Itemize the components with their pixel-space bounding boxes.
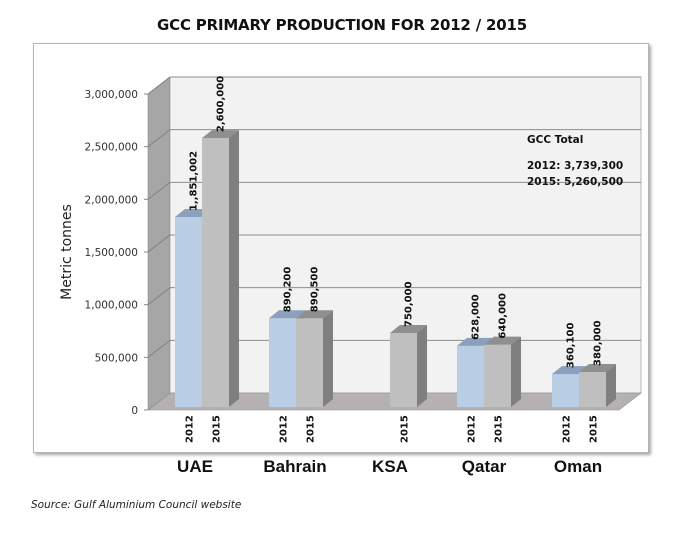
bar-side-bahrain-2015 — [323, 310, 333, 407]
bar-side-ksa-2015 — [417, 325, 427, 407]
gridline-side — [147, 340, 171, 358]
bar-top-qatar-2012 — [457, 337, 494, 346]
y-tick-label: 1,500,000 — [85, 247, 138, 259]
y-tick-label: 3,000,000 — [85, 89, 138, 101]
value-label-uae-2012: 1,,851,002 — [189, 151, 200, 211]
bar-oman-2012 — [552, 374, 579, 407]
chart-title: GCC PRIMARY PRODUCTION FOR 2012 / 2015 — [157, 16, 527, 34]
value-label-uae-2015: 2,600,000 — [216, 76, 227, 132]
bar-uae-2015 — [202, 138, 229, 407]
bar-top-oman-2015 — [579, 363, 616, 372]
category-label-oman: Oman — [554, 457, 602, 476]
data-labels: 1,,851,002 2,600,000 890,200 890,500 750,000… — [189, 76, 604, 368]
value-label-bahrain-2012: 890,200 — [283, 267, 294, 313]
bar-bahrain-2012 — [269, 318, 296, 407]
bars — [175, 130, 616, 407]
bar-side-qatar-2015 — [511, 336, 521, 407]
y-tick-label: 2,000,000 — [85, 194, 138, 206]
bar-bahrain-2015 — [296, 318, 323, 407]
bar-top-qatar-2015 — [484, 336, 521, 345]
y-tick-label: 500,000 — [95, 352, 138, 364]
value-label-oman-2012: 360,100 — [566, 322, 577, 368]
annotation-2015: 2015: 5,260,500 — [527, 176, 623, 188]
year-label-bahrain-2015: 2015 — [306, 415, 317, 443]
y-axis-ticks: 0 500,000 1,000,000 1,500,000 2,000,000 2,500… — [85, 89, 148, 417]
y-tick-label: 1,000,000 — [85, 300, 138, 312]
y-tick-label: 2,500,000 — [85, 142, 138, 154]
category-label-uae: UAE — [177, 457, 213, 476]
year-label-bahrain-2012: 2012 — [279, 415, 290, 443]
bar-top-ksa-2015 — [390, 325, 427, 333]
gcc-total-annotation: GCC Total 2012: 3,739,300 2015: 5,260,50… — [527, 134, 623, 188]
bar-top-bahrain-2015 — [296, 310, 333, 319]
annotation-2012: 2012: 3,739,300 — [527, 160, 623, 172]
year-label-uae-2012: 2012 — [185, 415, 196, 443]
year-label-ksa-2015: 2015 — [400, 415, 411, 443]
bar-oman-2015 — [579, 371, 606, 407]
year-label-oman-2012: 2012 — [562, 415, 573, 443]
x-axis-labels: 2012 2015 UAE 2012 2015 Bahrain 2015 KSA 2012 201… — [177, 415, 602, 476]
gridline-side — [147, 287, 171, 305]
category-label-bahrain: Bahrain — [263, 457, 326, 476]
value-label-qatar-2015: 640,000 — [498, 293, 509, 339]
gridline-side — [147, 129, 171, 147]
bar-side-uae-2015 — [229, 130, 239, 407]
gridlines — [147, 76, 641, 358]
gridline-side — [147, 76, 171, 95]
year-label-qatar-2015: 2015 — [494, 415, 505, 443]
bar-uae-2012 — [175, 217, 202, 407]
bar-qatar-2012 — [457, 345, 484, 407]
value-label-ksa-2015: 750,000 — [404, 281, 415, 327]
year-label-qatar-2012: 2012 — [467, 415, 478, 443]
value-label-oman-2015: 380,000 — [593, 320, 604, 366]
bar-top-uae-2015 — [202, 130, 239, 139]
gridline-side — [147, 234, 171, 253]
category-label-qatar: Qatar — [462, 457, 507, 476]
category-label-ksa: KSA — [372, 457, 408, 476]
year-label-oman-2015: 2015 — [589, 415, 600, 443]
value-label-qatar-2012: 628,000 — [471, 294, 482, 340]
value-label-bahrain-2015: 890,500 — [310, 267, 321, 313]
y-tick-label: 0 — [131, 405, 138, 417]
bar-side-oman-2015 — [606, 363, 616, 407]
bar-top-bahrain-2012 — [269, 310, 306, 319]
bar-qatar-2015 — [484, 344, 511, 407]
source-note: Source: Gulf Aluminium Council website — [31, 499, 242, 511]
year-label-uae-2015: 2015 — [212, 415, 223, 443]
y-axis-label: Metric tonnes — [59, 204, 75, 300]
bar-ksa-2015 — [390, 333, 417, 407]
annotation-heading: GCC Total — [527, 134, 583, 146]
gridline-side — [147, 182, 171, 200]
